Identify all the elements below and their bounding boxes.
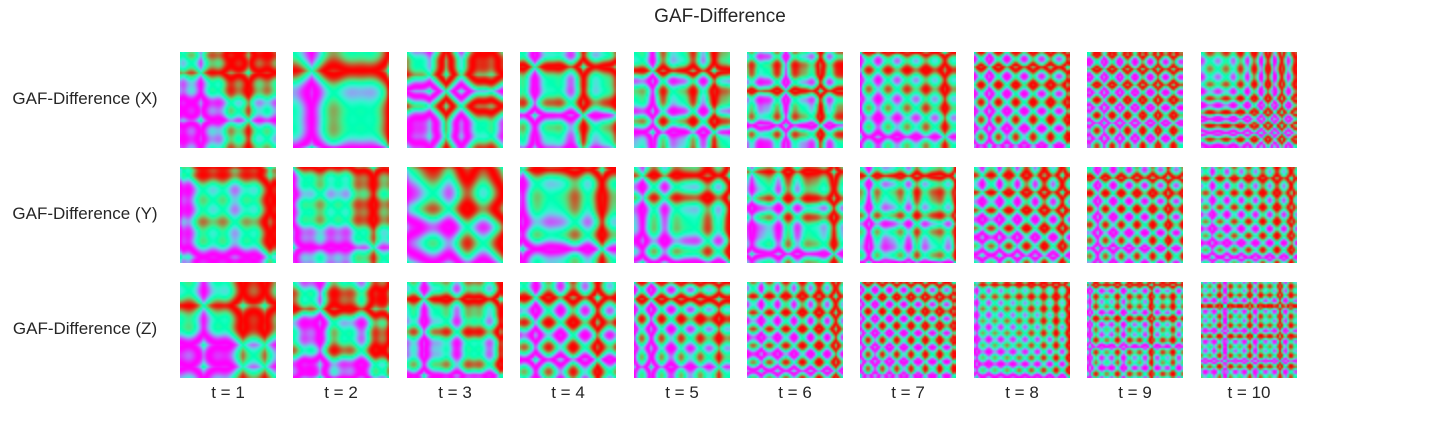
- column-label: t = 9: [1118, 383, 1152, 402]
- heatmap-tile: [1087, 167, 1183, 263]
- heatmap-tile: [747, 282, 843, 378]
- heatmap-tile: [407, 52, 503, 148]
- heatmap-tile: [1201, 52, 1297, 148]
- heatmap-tile: [860, 52, 956, 148]
- heatmap-tile: [1087, 52, 1183, 148]
- row-label: GAF-Difference (Y): [12, 204, 158, 223]
- heatmap-tile: [180, 167, 276, 263]
- heatmap-tile: [180, 52, 276, 148]
- row-label: GAF-Difference (X): [12, 89, 158, 108]
- column-label: t = 2: [324, 383, 358, 402]
- column-label: t = 6: [778, 383, 812, 402]
- heatmap-tile: [180, 282, 276, 378]
- heatmap-tile: [407, 167, 503, 263]
- heatmap-tile: [747, 167, 843, 263]
- heatmap-tile: [1201, 167, 1297, 263]
- heatmap-tile: [293, 282, 389, 378]
- heatmap-tile: [293, 52, 389, 148]
- heatmap-tile: [520, 167, 616, 263]
- column-label: t = 7: [891, 383, 925, 402]
- row-label: GAF-Difference (Z): [12, 319, 158, 338]
- heatmap-tile: [747, 52, 843, 148]
- chart-title: GAF-Difference: [654, 6, 786, 27]
- heatmap-tile: [634, 167, 730, 263]
- heatmap-tile: [974, 52, 1070, 148]
- heatmap-tile: [520, 52, 616, 148]
- column-label: t = 10: [1227, 383, 1271, 402]
- heatmap-tile: [634, 52, 730, 148]
- column-label: t = 4: [551, 383, 585, 402]
- column-label: t = 5: [665, 383, 699, 402]
- heatmap-tile: [860, 167, 956, 263]
- column-label: t = 8: [1005, 383, 1039, 402]
- heatmap-tile: [1087, 282, 1183, 378]
- heatmap-tile: [293, 167, 389, 263]
- column-label: t = 3: [438, 383, 472, 402]
- column-label: t = 1: [211, 383, 245, 402]
- heatmap-tile: [1201, 282, 1297, 378]
- heatmap-tile: [860, 282, 956, 378]
- heatmap-tile: [520, 282, 616, 378]
- heatmap-tile: [974, 167, 1070, 263]
- heatmap-tile: [974, 282, 1070, 378]
- heatmap-tile: [634, 282, 730, 378]
- heatmap-tile: [407, 282, 503, 378]
